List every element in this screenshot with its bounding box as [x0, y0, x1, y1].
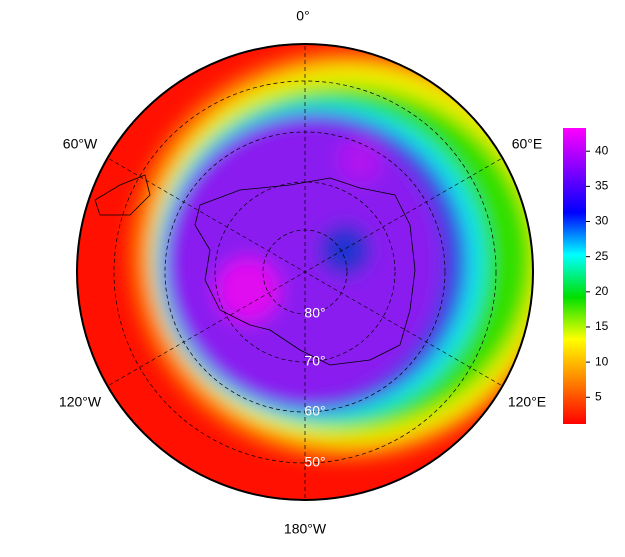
meridian — [96, 151, 514, 393]
latitude-label: 70° — [304, 353, 325, 369]
colorbar — [563, 128, 586, 424]
colorbar-tick-label: 35 — [595, 179, 609, 193]
longitude-label: 120°W — [59, 394, 102, 410]
longitude-label: 0° — [296, 8, 309, 24]
latitude-label: 80° — [304, 305, 325, 321]
colorbar-tick-label: 20 — [595, 284, 609, 298]
colorbar-tick-label: 30 — [595, 214, 609, 228]
latitude-label: 60° — [304, 403, 325, 419]
longitude-label: 60°W — [63, 136, 98, 152]
colorbar-tick-label: 25 — [595, 249, 609, 263]
colorbar-tick-label: 40 — [595, 143, 609, 157]
longitude-label: 60°E — [512, 136, 543, 152]
colorbar-tick-label: 15 — [595, 319, 609, 333]
colorbar-tick-label: 5 — [595, 389, 602, 403]
longitude-label: 180°W — [284, 521, 327, 537]
map-border — [76, 43, 534, 501]
colorbar-tick-label: 10 — [595, 354, 609, 368]
longitude-label: 120°E — [508, 394, 546, 410]
field — [77, 44, 533, 500]
latitude-label: 50° — [304, 454, 325, 470]
